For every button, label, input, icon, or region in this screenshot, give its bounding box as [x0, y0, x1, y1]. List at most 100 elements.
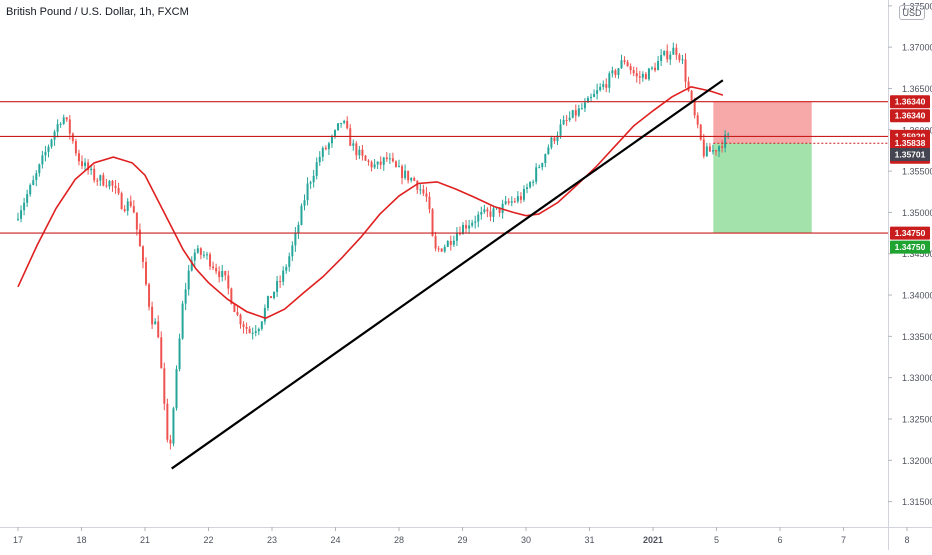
- candle-body: [279, 281, 282, 283]
- candle-body: [562, 119, 565, 125]
- moving-average-line: [17, 85, 724, 320]
- candle-body: [23, 202, 26, 211]
- candle-body: [553, 137, 556, 142]
- candle-body: [123, 209, 126, 211]
- x-tick-label: 29: [457, 535, 467, 545]
- candle-body: [239, 314, 242, 325]
- candle-body: [404, 170, 407, 179]
- candle-body: [641, 73, 644, 78]
- candle-body: [245, 326, 248, 329]
- candlestick-series: [17, 42, 730, 450]
- candle-body: [358, 149, 361, 156]
- candle-body: [465, 224, 468, 229]
- candle-body: [71, 133, 74, 142]
- candle-body: [126, 201, 129, 211]
- y-tick-label: 1.37500: [902, 1, 932, 11]
- candle-body: [385, 157, 388, 160]
- candle-body: [711, 150, 714, 152]
- candle-body: [343, 120, 346, 123]
- x-tick-label: 5: [714, 535, 719, 545]
- candle-body: [355, 143, 358, 156]
- candle-body: [157, 321, 160, 338]
- candle-body: [727, 134, 730, 136]
- candle-body: [151, 306, 154, 325]
- candle-body: [705, 146, 708, 157]
- candle-body: [172, 408, 175, 444]
- y-tick-label: 1.36500: [902, 84, 932, 94]
- candle-body: [65, 117, 68, 120]
- candle-body: [29, 184, 32, 195]
- candle-body: [516, 196, 519, 202]
- x-tick-label: 22: [203, 535, 213, 545]
- price-label-text: 1.35701: [895, 150, 926, 160]
- y-tick-label: 1.32000: [902, 456, 932, 466]
- candle-body: [321, 147, 324, 157]
- y-tick-label: 1.35000: [902, 208, 932, 218]
- candle-body: [196, 248, 199, 253]
- candle-body: [324, 147, 327, 150]
- candle-body: [337, 123, 340, 131]
- candle-body: [571, 110, 574, 118]
- candle-body: [532, 181, 535, 183]
- candle-body: [273, 291, 276, 299]
- candle-body: [440, 248, 443, 252]
- candle-body: [105, 185, 108, 187]
- candle-body: [361, 149, 364, 156]
- candle-body: [285, 266, 288, 271]
- candle-body: [154, 321, 157, 325]
- candle-body: [303, 200, 306, 206]
- candle-body: [50, 139, 53, 147]
- candle-body: [190, 260, 193, 271]
- price-label-box: [890, 109, 930, 123]
- y-tick-label: 1.34500: [902, 249, 932, 259]
- candle-body: [398, 166, 400, 168]
- candle-body: [84, 162, 87, 167]
- candle-body: [269, 296, 272, 299]
- candle-body: [529, 182, 532, 188]
- candle-body: [367, 160, 370, 162]
- candle-body: [593, 93, 596, 97]
- candle-body: [181, 303, 184, 339]
- candle-body: [300, 205, 303, 225]
- candle-body: [672, 47, 675, 55]
- candle-body: [242, 324, 245, 327]
- candle-body: [675, 47, 678, 55]
- y-tick-label: 1.31500: [902, 497, 932, 507]
- candle-body: [59, 123, 62, 125]
- candle-body: [492, 208, 495, 217]
- candle-body: [132, 206, 135, 213]
- candle-body: [635, 73, 638, 77]
- currency-badge[interactable]: USD: [899, 5, 925, 20]
- trendline-layer: [171, 79, 724, 470]
- candle-body: [434, 236, 437, 249]
- candle-body: [605, 84, 608, 88]
- candle-body: [483, 209, 486, 213]
- price-label-box: [890, 148, 930, 162]
- candle-body: [590, 96, 593, 99]
- y-tick-label: 1.33500: [902, 332, 932, 342]
- candle-body: [227, 275, 230, 289]
- candle-body: [660, 55, 663, 62]
- candle-body: [443, 246, 446, 252]
- candle-body: [452, 240, 455, 245]
- candle-body: [611, 70, 614, 74]
- y-tick-label: 1.32500: [902, 414, 932, 424]
- candle-body: [538, 167, 541, 169]
- candle-body: [614, 70, 617, 75]
- candle-body: [141, 246, 144, 262]
- candle-body: [565, 119, 568, 121]
- candle-body: [35, 173, 38, 181]
- x-tick-label: 2021: [643, 535, 663, 545]
- horizontal-levels: [0, 101, 888, 234]
- candle-body: [230, 288, 233, 304]
- candle-body: [306, 183, 309, 201]
- candle-body: [449, 241, 452, 245]
- candle-body: [330, 136, 333, 144]
- x-tick-label: 8: [904, 535, 909, 545]
- candle-body: [681, 59, 684, 61]
- candle-body: [684, 59, 687, 82]
- candle-body: [221, 270, 224, 277]
